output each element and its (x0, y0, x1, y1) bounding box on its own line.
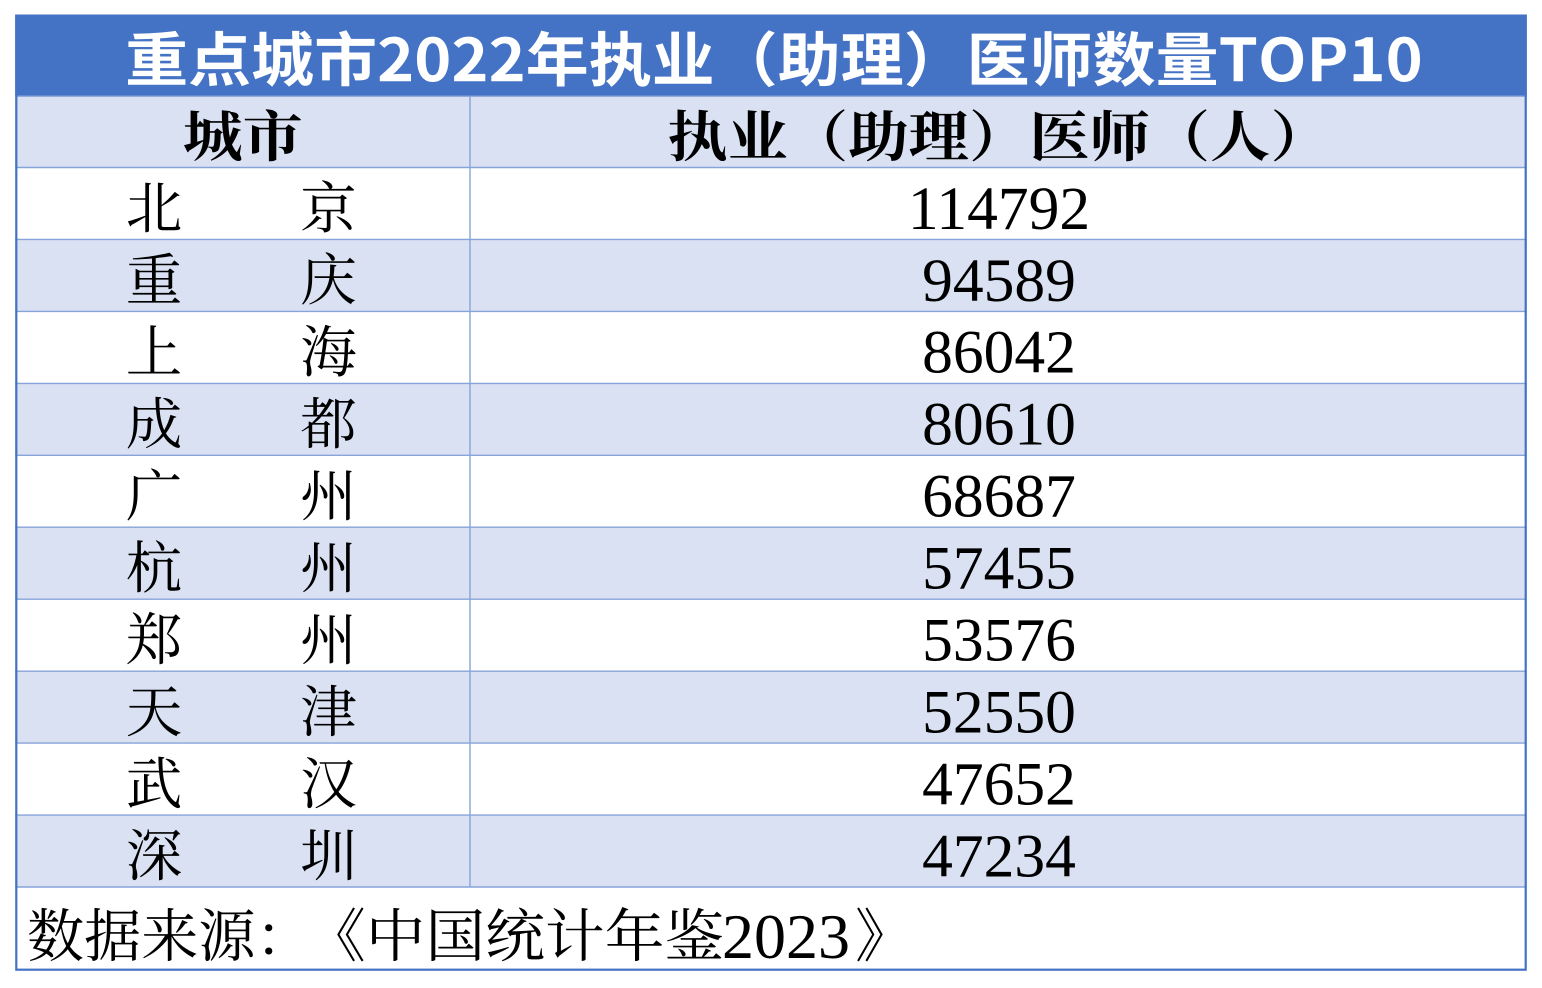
svg-text:53576: 53576 (922, 607, 1076, 675)
svg-text:47652: 47652 (922, 750, 1076, 818)
svg-text:94589: 94589 (922, 247, 1076, 315)
svg-text:68687: 68687 (922, 463, 1076, 531)
svg-text:114792: 114792 (908, 175, 1090, 243)
svg-text:57455: 57455 (922, 535, 1076, 603)
svg-text:86042: 86042 (922, 319, 1076, 387)
svg-text:52550: 52550 (922, 679, 1076, 747)
svg-text:2023: 2023 (722, 901, 850, 972)
svg-text:80610: 80610 (922, 391, 1076, 459)
svg-text:47234: 47234 (922, 822, 1076, 890)
